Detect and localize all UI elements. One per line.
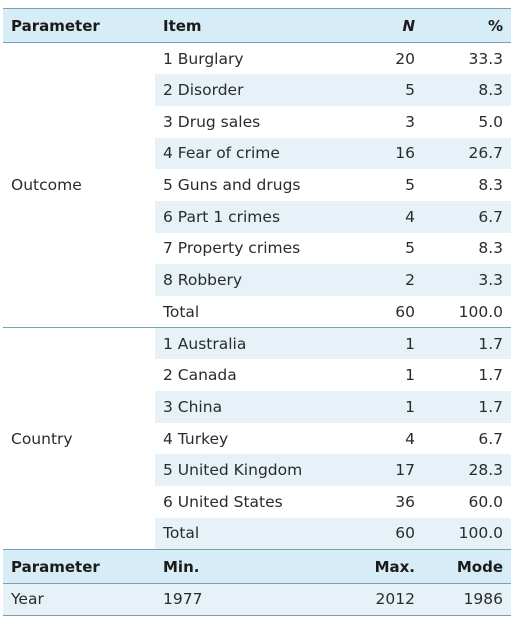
item-cell: 6 Part 1 crimes	[155, 200, 343, 233]
percent-cell: 8.3	[423, 74, 511, 106]
percent-cell: 8.3	[423, 232, 511, 265]
table-row-year: Year 1977 2012 1986	[3, 583, 511, 616]
n-cell: 1	[343, 327, 423, 360]
item-cell: 2 Disorder	[155, 74, 343, 106]
year-max: 2012	[343, 583, 423, 616]
item-cell: Total	[155, 296, 343, 329]
item-cell: 1 Burglary	[155, 42, 343, 75]
item-cell: 4 Turkey	[155, 422, 343, 455]
percent-cell: 1.7	[423, 359, 511, 392]
n-cell: 5	[343, 74, 423, 106]
n-cell: 3	[343, 105, 423, 138]
header-min: Min.	[155, 549, 343, 584]
n-cell: 1	[343, 359, 423, 392]
percent-cell: 33.3	[423, 42, 511, 75]
item-cell: 7 Property crimes	[155, 232, 343, 265]
item-cell: 5 Guns and drugs	[155, 169, 343, 201]
table-header-row: Parameter Item N %	[3, 8, 511, 43]
item-cell: 8 Robbery	[155, 264, 343, 296]
percent-cell: 6.7	[423, 422, 511, 455]
table-row-total: Total 60 100.0	[3, 296, 511, 329]
n-cell: 2	[343, 264, 423, 296]
n-cell: 20	[343, 42, 423, 75]
n-cell: 4	[343, 422, 423, 455]
percent-cell: 5.0	[423, 105, 511, 138]
year-label: Year	[3, 583, 155, 616]
n-cell: 60	[343, 517, 423, 550]
header-n: N	[343, 8, 423, 43]
year-mode: 1986	[423, 583, 511, 616]
percent-cell: 60.0	[423, 486, 511, 518]
item-cell: 5 United Kingdom	[155, 454, 343, 487]
item-cell: 6 United States	[155, 486, 343, 518]
header-max: Max.	[343, 549, 423, 584]
percent-cell: 3.3	[423, 264, 511, 296]
item-cell: 1 Australia	[155, 327, 343, 360]
n-cell: 5	[343, 169, 423, 201]
table-row: 3 Drug sales 3 5.0	[3, 105, 511, 138]
results-table: Parameter Item N % Outcome 1 Burglary 20…	[3, 8, 511, 616]
table-row: 7 Property crimes 5 8.3	[3, 232, 511, 265]
table-row: 2 Canada 1 1.7	[3, 359, 511, 392]
group-label-outcome: Outcome	[3, 42, 155, 329]
n-cell: 17	[343, 454, 423, 487]
percent-cell: 8.3	[423, 169, 511, 201]
header-item: Item	[155, 8, 343, 43]
n-cell: 36	[343, 486, 423, 518]
n-cell: 16	[343, 137, 423, 170]
n-cell: 1	[343, 391, 423, 423]
table-row: 4 Fear of crime 16 26.7	[3, 137, 511, 170]
percent-cell: 26.7	[423, 137, 511, 170]
table-row: 8 Robbery 2 3.3	[3, 264, 511, 296]
header-parameter: Parameter	[3, 8, 155, 43]
table-row: 4 Turkey 4 6.7	[3, 422, 511, 455]
table-row-total: Total 60 100.0	[3, 517, 511, 550]
header-percent: %	[423, 8, 511, 43]
table-row: 6 Part 1 crimes 4 6.7	[3, 200, 511, 233]
group-label-country: Country	[3, 327, 155, 550]
percent-cell: 100.0	[423, 296, 511, 329]
table-row: 2 Disorder 5 8.3	[3, 74, 511, 106]
percent-cell: 1.7	[423, 391, 511, 423]
table-row: 5 United Kingdom 17 28.3	[3, 454, 511, 487]
item-cell: 3 China	[155, 391, 343, 423]
item-cell: 3 Drug sales	[155, 105, 343, 138]
table-header-row-year: Parameter Min. Max. Mode	[3, 549, 511, 584]
header-mode: Mode	[423, 549, 511, 584]
percent-cell: 100.0	[423, 517, 511, 550]
item-cell: 4 Fear of crime	[155, 137, 343, 170]
year-min: 1977	[155, 583, 343, 616]
table-row: Country 1 Australia 1 1.7	[3, 327, 511, 550]
table-row: 3 China 1 1.7	[3, 391, 511, 423]
n-cell: 60	[343, 296, 423, 329]
item-cell: 2 Canada	[155, 359, 343, 392]
table-row: 5 Guns and drugs 5 8.3	[3, 169, 511, 201]
item-cell: Total	[155, 517, 343, 550]
n-cell: 5	[343, 232, 423, 265]
table-row: 6 United States 36 60.0	[3, 486, 511, 518]
percent-cell: 6.7	[423, 200, 511, 233]
percent-cell: 1.7	[423, 327, 511, 360]
percent-cell: 28.3	[423, 454, 511, 487]
header-parameter: Parameter	[3, 549, 155, 584]
table-row: Outcome 1 Burglary 20 33.3	[3, 42, 511, 329]
n-cell: 4	[343, 200, 423, 233]
